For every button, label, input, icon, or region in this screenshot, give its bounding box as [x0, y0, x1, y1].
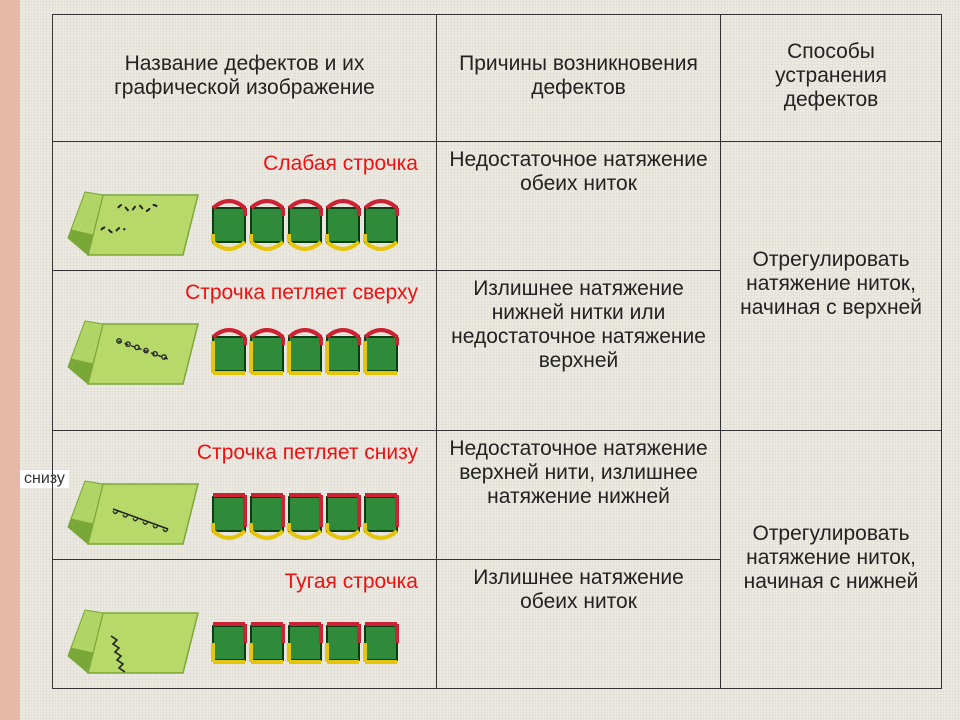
cell-cause-1: Излишнее натяжение нижней нитки или недо… [437, 271, 721, 431]
cell-defect-2: Строчка петляет снизу [53, 431, 437, 560]
fabric-icon [63, 190, 203, 260]
defects-table: Название дефектов и их графической изобр… [52, 14, 942, 689]
cell-cause-3: Излишнее натяжение обеих ниток [437, 560, 721, 689]
left-accent-strip [0, 0, 20, 720]
defect-title: Тугая строчка [63, 570, 426, 594]
cell-fix-2: Отрегулировать натяжение ниток, начиная … [721, 431, 942, 689]
stitch-diagram [207, 319, 407, 389]
cell-defect-1: Строчка петляет сверху [53, 271, 437, 431]
defect-title: Строчка петляет снизу [63, 441, 426, 465]
cell-cause-0: Недостаточное натяжение обеих ниток [437, 142, 721, 271]
header-cause: Причины возникновения дефектов [437, 15, 721, 142]
cell-fix-0: Отрегулировать натяжение ниток, начиная … [721, 142, 942, 431]
page-frame: снизу Название дефектов и их графической… [0, 0, 960, 720]
defect-title: Строчка петляет сверху [63, 281, 426, 305]
fabric-icon [63, 479, 203, 549]
table-header-row: Название дефектов и их графической изобр… [53, 15, 942, 142]
defect-title: Слабая строчка [63, 152, 426, 176]
cell-defect-0: Слабая строчка [53, 142, 437, 271]
stitch-diagram [207, 608, 407, 678]
header-defect-name: Название дефектов и их графической изобр… [53, 15, 437, 142]
fabric-icon [63, 319, 203, 389]
cell-cause-2: Недостаточное натяжение верхней нити, из… [437, 431, 721, 560]
table-row: Строчка петляет снизу Недостаточное натя… [53, 431, 942, 560]
fabric-icon [63, 608, 203, 678]
stitch-diagram [207, 479, 407, 549]
stitch-diagram [207, 190, 407, 260]
header-fix: Способы устранения дефектов [721, 15, 942, 142]
cell-defect-3: Тугая строчка [53, 560, 437, 689]
table-row: Слабая строчка Недостаточное натяжение о… [53, 142, 942, 271]
